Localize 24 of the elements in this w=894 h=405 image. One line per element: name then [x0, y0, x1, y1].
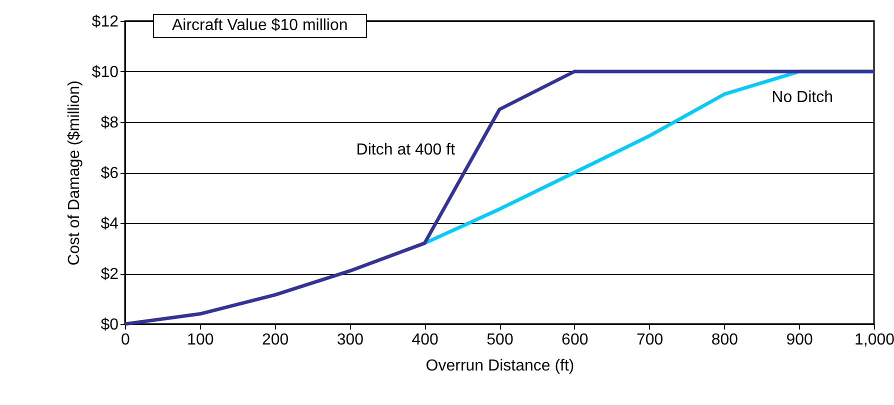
x-tick-label: 900	[786, 332, 814, 348]
x-tick-label: 600	[562, 332, 588, 348]
series-label: Ditch at 400 ft	[356, 142, 456, 159]
annotation: Aircraft Value $10 million	[153, 14, 367, 38]
y-tick-label: $0	[100, 316, 119, 334]
x-tick-label: 700	[636, 332, 664, 348]
x-tick-label: 400	[412, 332, 439, 348]
x-tick-label: 800	[711, 332, 738, 348]
x-tick-label: 100	[187, 332, 214, 348]
y-tick-label: $2	[100, 266, 119, 283]
y-tick-label: $12	[92, 14, 119, 30]
x-axis-title: Overrun Distance (ft)	[426, 358, 574, 374]
x-tick-label: 1,000	[854, 332, 894, 348]
y-tick-label: $8	[100, 114, 119, 132]
line-series	[123, 70, 876, 326]
x-tick-label: 300	[336, 332, 364, 348]
x-tick-label: 500	[486, 332, 514, 348]
x-tick-label: 0	[121, 332, 130, 348]
y-tick-label: $10	[92, 64, 119, 81]
y-tick-label: $6	[100, 165, 119, 182]
y-axis-title: Cost of Damage ($million)	[66, 80, 83, 266]
series-label: No Ditch	[772, 88, 834, 106]
x-tick-label: 200	[262, 332, 289, 348]
y-tick-label: $4	[100, 216, 119, 232]
